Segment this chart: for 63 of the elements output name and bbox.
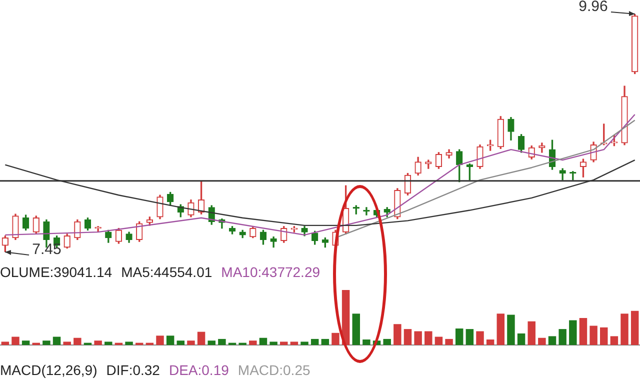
bar xyxy=(445,338,453,345)
bar xyxy=(620,314,628,345)
bar xyxy=(156,336,164,345)
bar xyxy=(414,331,422,345)
bar xyxy=(476,331,484,345)
bar xyxy=(321,338,330,345)
text: DEA:0.19 xyxy=(168,362,229,378)
bar xyxy=(187,340,195,345)
bar xyxy=(434,336,443,345)
bar xyxy=(528,321,536,345)
text: MACD:0.25 xyxy=(238,362,310,378)
bar xyxy=(362,340,370,345)
bar xyxy=(310,338,319,345)
bar xyxy=(12,336,20,345)
bar xyxy=(176,340,185,345)
text: MACD(12,26,9) xyxy=(0,362,98,378)
bar xyxy=(259,338,268,345)
text: DIF:0.32 xyxy=(106,362,160,378)
bar xyxy=(517,333,526,345)
bar xyxy=(424,331,432,345)
bar xyxy=(218,338,226,345)
bar xyxy=(404,329,412,345)
bar xyxy=(352,314,360,345)
bar xyxy=(74,338,82,345)
text: MA10:43772.29 xyxy=(221,264,320,280)
text: MA5:44554.01 xyxy=(121,264,212,280)
bar xyxy=(569,320,577,345)
bar xyxy=(383,338,391,345)
bar xyxy=(270,342,278,345)
bar xyxy=(125,342,133,345)
bar xyxy=(630,310,639,345)
bar xyxy=(52,336,61,345)
bar xyxy=(1,342,10,345)
bar xyxy=(208,340,216,345)
bar xyxy=(249,340,257,345)
bar xyxy=(548,336,556,345)
bar xyxy=(466,329,474,345)
bar xyxy=(22,340,30,345)
bar xyxy=(579,318,588,345)
bar xyxy=(290,342,298,345)
annotation: 9.96 xyxy=(578,0,608,15)
bar xyxy=(332,332,340,345)
bar xyxy=(610,336,618,345)
bar xyxy=(496,314,505,345)
annotation: 7.45 xyxy=(32,241,62,258)
bar xyxy=(507,314,515,345)
bar xyxy=(280,342,288,345)
bar xyxy=(63,342,71,345)
bar xyxy=(455,328,464,345)
bar xyxy=(300,342,308,345)
bar xyxy=(197,332,206,345)
text: OLUME:39041.14 xyxy=(0,264,112,280)
bar xyxy=(94,340,102,345)
bar xyxy=(538,338,546,345)
bar xyxy=(600,327,608,345)
bar xyxy=(486,340,494,345)
bar xyxy=(590,326,598,345)
bar xyxy=(394,324,402,345)
bar xyxy=(558,329,566,345)
bar xyxy=(166,336,174,345)
bar xyxy=(342,290,350,345)
bar xyxy=(104,342,112,345)
bar xyxy=(42,340,50,345)
